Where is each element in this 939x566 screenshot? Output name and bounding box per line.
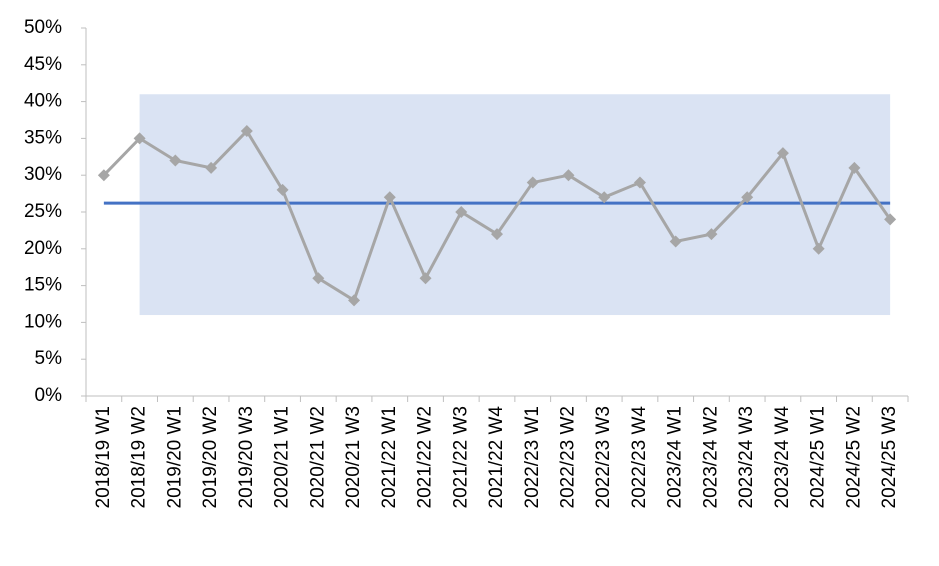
data-marker (848, 161, 861, 174)
x-tick-label: 2024/25 W3 (879, 406, 900, 508)
data-marker (419, 272, 432, 285)
data-marker (598, 191, 611, 204)
data-marker (455, 206, 468, 218)
x-tick-label: 2021/22 W2 (415, 406, 436, 508)
data-marker (133, 132, 146, 145)
data-marker (205, 161, 218, 174)
data-marker (669, 235, 682, 248)
y-tick-label: 10% (24, 311, 62, 332)
x-tick-label: 2021/22 W1 (379, 406, 400, 508)
y-tick-label: 30% (24, 164, 62, 185)
x-tick-label: 2022/23 W2 (557, 406, 578, 508)
x-tick-label: 2022/23 W3 (593, 406, 614, 508)
y-tick-label: 35% (24, 127, 62, 148)
x-tick-label: 2020/21 W3 (343, 406, 364, 508)
y-tick-label: 25% (24, 201, 62, 222)
x-tick-label: 2022/23 W1 (522, 406, 543, 508)
data-marker (276, 183, 289, 196)
data-marker (562, 169, 575, 182)
data-marker (383, 191, 396, 204)
x-tick-label: 2021/22 W4 (486, 406, 507, 509)
x-tick-label: 2023/24 W4 (772, 406, 793, 509)
x-tick-label: 2023/24 W1 (665, 406, 686, 508)
y-tick-label: 45% (24, 54, 62, 75)
data-marker (312, 272, 325, 285)
data-marker (633, 176, 646, 189)
x-tick-label: 2023/24 W2 (700, 406, 721, 508)
x-tick-label: 2020/21 W1 (272, 406, 293, 508)
data-marker (526, 176, 539, 189)
data-marker (884, 213, 897, 226)
data-marker (169, 154, 182, 167)
x-tick-label: 2021/22 W3 (450, 406, 471, 508)
y-tick-label: 40% (24, 91, 62, 112)
y-tick-label: 0% (35, 385, 63, 406)
x-tick-label: 2023/24 W3 (736, 406, 757, 508)
y-tick-label: 15% (24, 275, 62, 296)
data-marker (491, 228, 503, 241)
x-tick-label: 2019/20 W3 (236, 406, 257, 508)
x-tick-label: 2022/23 W4 (629, 406, 650, 509)
data-marker (240, 125, 253, 138)
data-marker (812, 242, 825, 255)
x-tick-label: 2024/25 W1 (808, 406, 829, 508)
data-marker (741, 191, 754, 204)
x-tick-label: 2020/21 W2 (307, 406, 328, 508)
data-marker (705, 228, 718, 241)
data-marker (348, 294, 361, 307)
data-marker (776, 147, 789, 160)
y-tick-label: 20% (24, 238, 62, 259)
x-tick-label: 2019/20 W1 (164, 406, 185, 508)
x-tick-label: 2018/19 W2 (129, 406, 150, 508)
x-tick-label: 2018/19 W1 (93, 406, 114, 508)
data-marker (97, 169, 110, 182)
y-tick-label: 50% (24, 17, 62, 38)
x-tick-label: 2024/25 W2 (843, 406, 864, 508)
y-tick-label: 5% (35, 348, 63, 369)
x-tick-label: 2019/20 W2 (200, 406, 221, 508)
